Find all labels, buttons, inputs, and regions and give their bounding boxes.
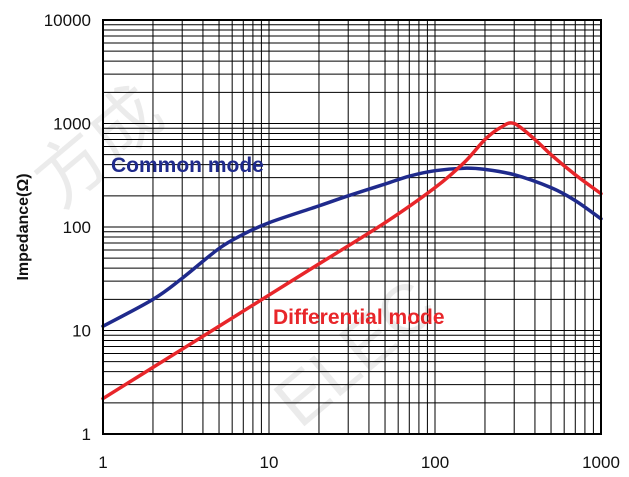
y-tick-label: 10 [72,322,91,341]
y-axis-ticks: 1 10 100 1000 10000 [44,11,91,444]
common-mode-label: Common mode [111,154,264,177]
y-tick-label: 100 [63,218,91,237]
y-tick-label: 1 [82,425,91,444]
y-tick-label: 1000 [53,115,91,134]
x-tick-label: 100 [421,453,449,472]
differential-mode-label: Differential mode [273,306,445,329]
x-axis-ticks: 1 10 100 1000 [98,453,620,472]
grid [102,20,601,435]
x-tick-label: 1000 [582,453,620,472]
series-lines [101,121,603,401]
y-axis-label: Impedance(Ω) [15,173,32,280]
common-mode-line [101,166,603,328]
plot-frame [102,19,602,435]
differential-mode-line [101,121,603,401]
x-tick-label: 1 [98,453,107,472]
svg-text:ELEC: ELEC [260,264,450,441]
y-tick-label: 10000 [44,11,91,30]
x-tick-label: 10 [260,453,279,472]
